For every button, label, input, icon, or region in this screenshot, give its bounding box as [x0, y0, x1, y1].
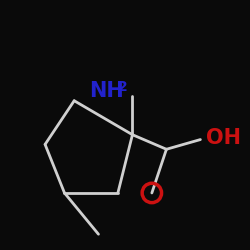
Text: 2: 2 [118, 80, 127, 94]
Text: NH: NH [90, 81, 124, 101]
Text: OH: OH [206, 128, 242, 148]
